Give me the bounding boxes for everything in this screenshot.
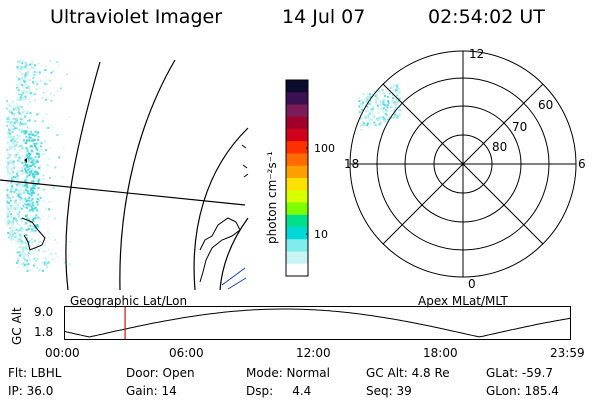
mlt-label-6: 6 <box>578 157 586 171</box>
instrument-title: Ultraviolet Imager <box>50 6 223 28</box>
meridian-line <box>193 127 249 290</box>
aurora-speckle <box>358 83 401 131</box>
glon-info: GLon: 185.4 <box>486 384 559 398</box>
polar-panel-caption: Apex MLat/MLT <box>418 294 508 308</box>
colorbar-segment <box>286 239 308 252</box>
colorbar-segment <box>286 227 308 240</box>
ip-info: IP: 36.0 <box>8 384 54 398</box>
coastline <box>24 158 27 163</box>
aurora-speckle <box>6 60 71 272</box>
coastline <box>199 217 241 283</box>
time-tick-0: 00:00 <box>45 346 80 360</box>
colorbar-segment <box>286 116 308 130</box>
colorbar-segment <box>286 251 308 265</box>
mlt-label-0: 0 <box>468 277 476 291</box>
coastline <box>241 144 249 178</box>
altitude-strip-frame <box>64 306 571 340</box>
door-info: Door: Open <box>126 366 195 380</box>
dsp-info: Dsp: 4.4 <box>246 384 312 398</box>
altitude-ymin: 1.8 <box>34 325 54 339</box>
coastline <box>21 217 46 251</box>
mlat-label-80: 80 <box>492 140 508 154</box>
coastline-blue <box>221 267 247 290</box>
latitude-line <box>0 179 246 206</box>
colorbar-segment <box>286 165 308 179</box>
seq-info: Seq: 39 <box>366 384 412 398</box>
mlat-label-60: 60 <box>538 98 554 112</box>
colorbar-segment <box>286 263 308 277</box>
colorbar-segment <box>286 214 308 228</box>
colorbar-segment <box>286 104 308 118</box>
altitude-curve <box>64 308 571 338</box>
colorbar-tick-100: 100 <box>314 142 335 155</box>
mlt-label-18: 18 <box>344 157 360 171</box>
altitude-axis-label: GC Alt <box>10 307 24 345</box>
date-label: 14 Jul 07 <box>282 6 366 28</box>
altitude-ymax: 9.0 <box>34 305 54 319</box>
mode-info: Mode: Normal <box>246 366 330 380</box>
glat-info: GLat: -59.7 <box>486 366 553 380</box>
mlat-label-70: 70 <box>512 120 528 134</box>
colorbar-segment <box>286 202 308 216</box>
color-bar <box>285 79 309 277</box>
time-tick-3: 18:00 <box>423 346 458 360</box>
time-tick-1: 06:00 <box>169 346 204 360</box>
colorbar-segment <box>286 80 308 93</box>
gain-info: Gain: 14 <box>126 384 177 398</box>
geographic-map <box>0 59 249 290</box>
colorbar-segment <box>286 92 308 105</box>
filter-info: Flt: LBHL <box>8 366 62 380</box>
meridian-line <box>65 61 101 290</box>
polar-plot <box>349 50 577 278</box>
meridian-line <box>219 217 249 290</box>
time-label: 02:54:02 UT <box>428 6 545 28</box>
mlt-label-12: 12 <box>469 47 485 61</box>
time-tick-4: 23:59 <box>550 346 585 360</box>
meridian-line <box>119 59 176 290</box>
color-bar-frame <box>285 79 309 277</box>
colorbar-segment <box>286 178 308 191</box>
mlt-diagonal <box>382 83 544 245</box>
colorbar-tick-10: 10 <box>314 228 328 241</box>
colorbar-segment <box>286 190 308 203</box>
geo-panel-caption: Geographic Lat/Lon <box>70 294 188 308</box>
gc-alt-info: GC Alt: 4.8 Re <box>366 366 450 380</box>
altitude-strip-plot <box>64 306 571 340</box>
colorbar-segment <box>286 141 308 154</box>
colorbar-segment <box>286 153 308 167</box>
colorbar-unit-label: photon cm⁻²s⁻¹ <box>265 151 279 244</box>
time-tick-2: 12:00 <box>296 346 331 360</box>
colorbar-segment <box>286 129 308 142</box>
